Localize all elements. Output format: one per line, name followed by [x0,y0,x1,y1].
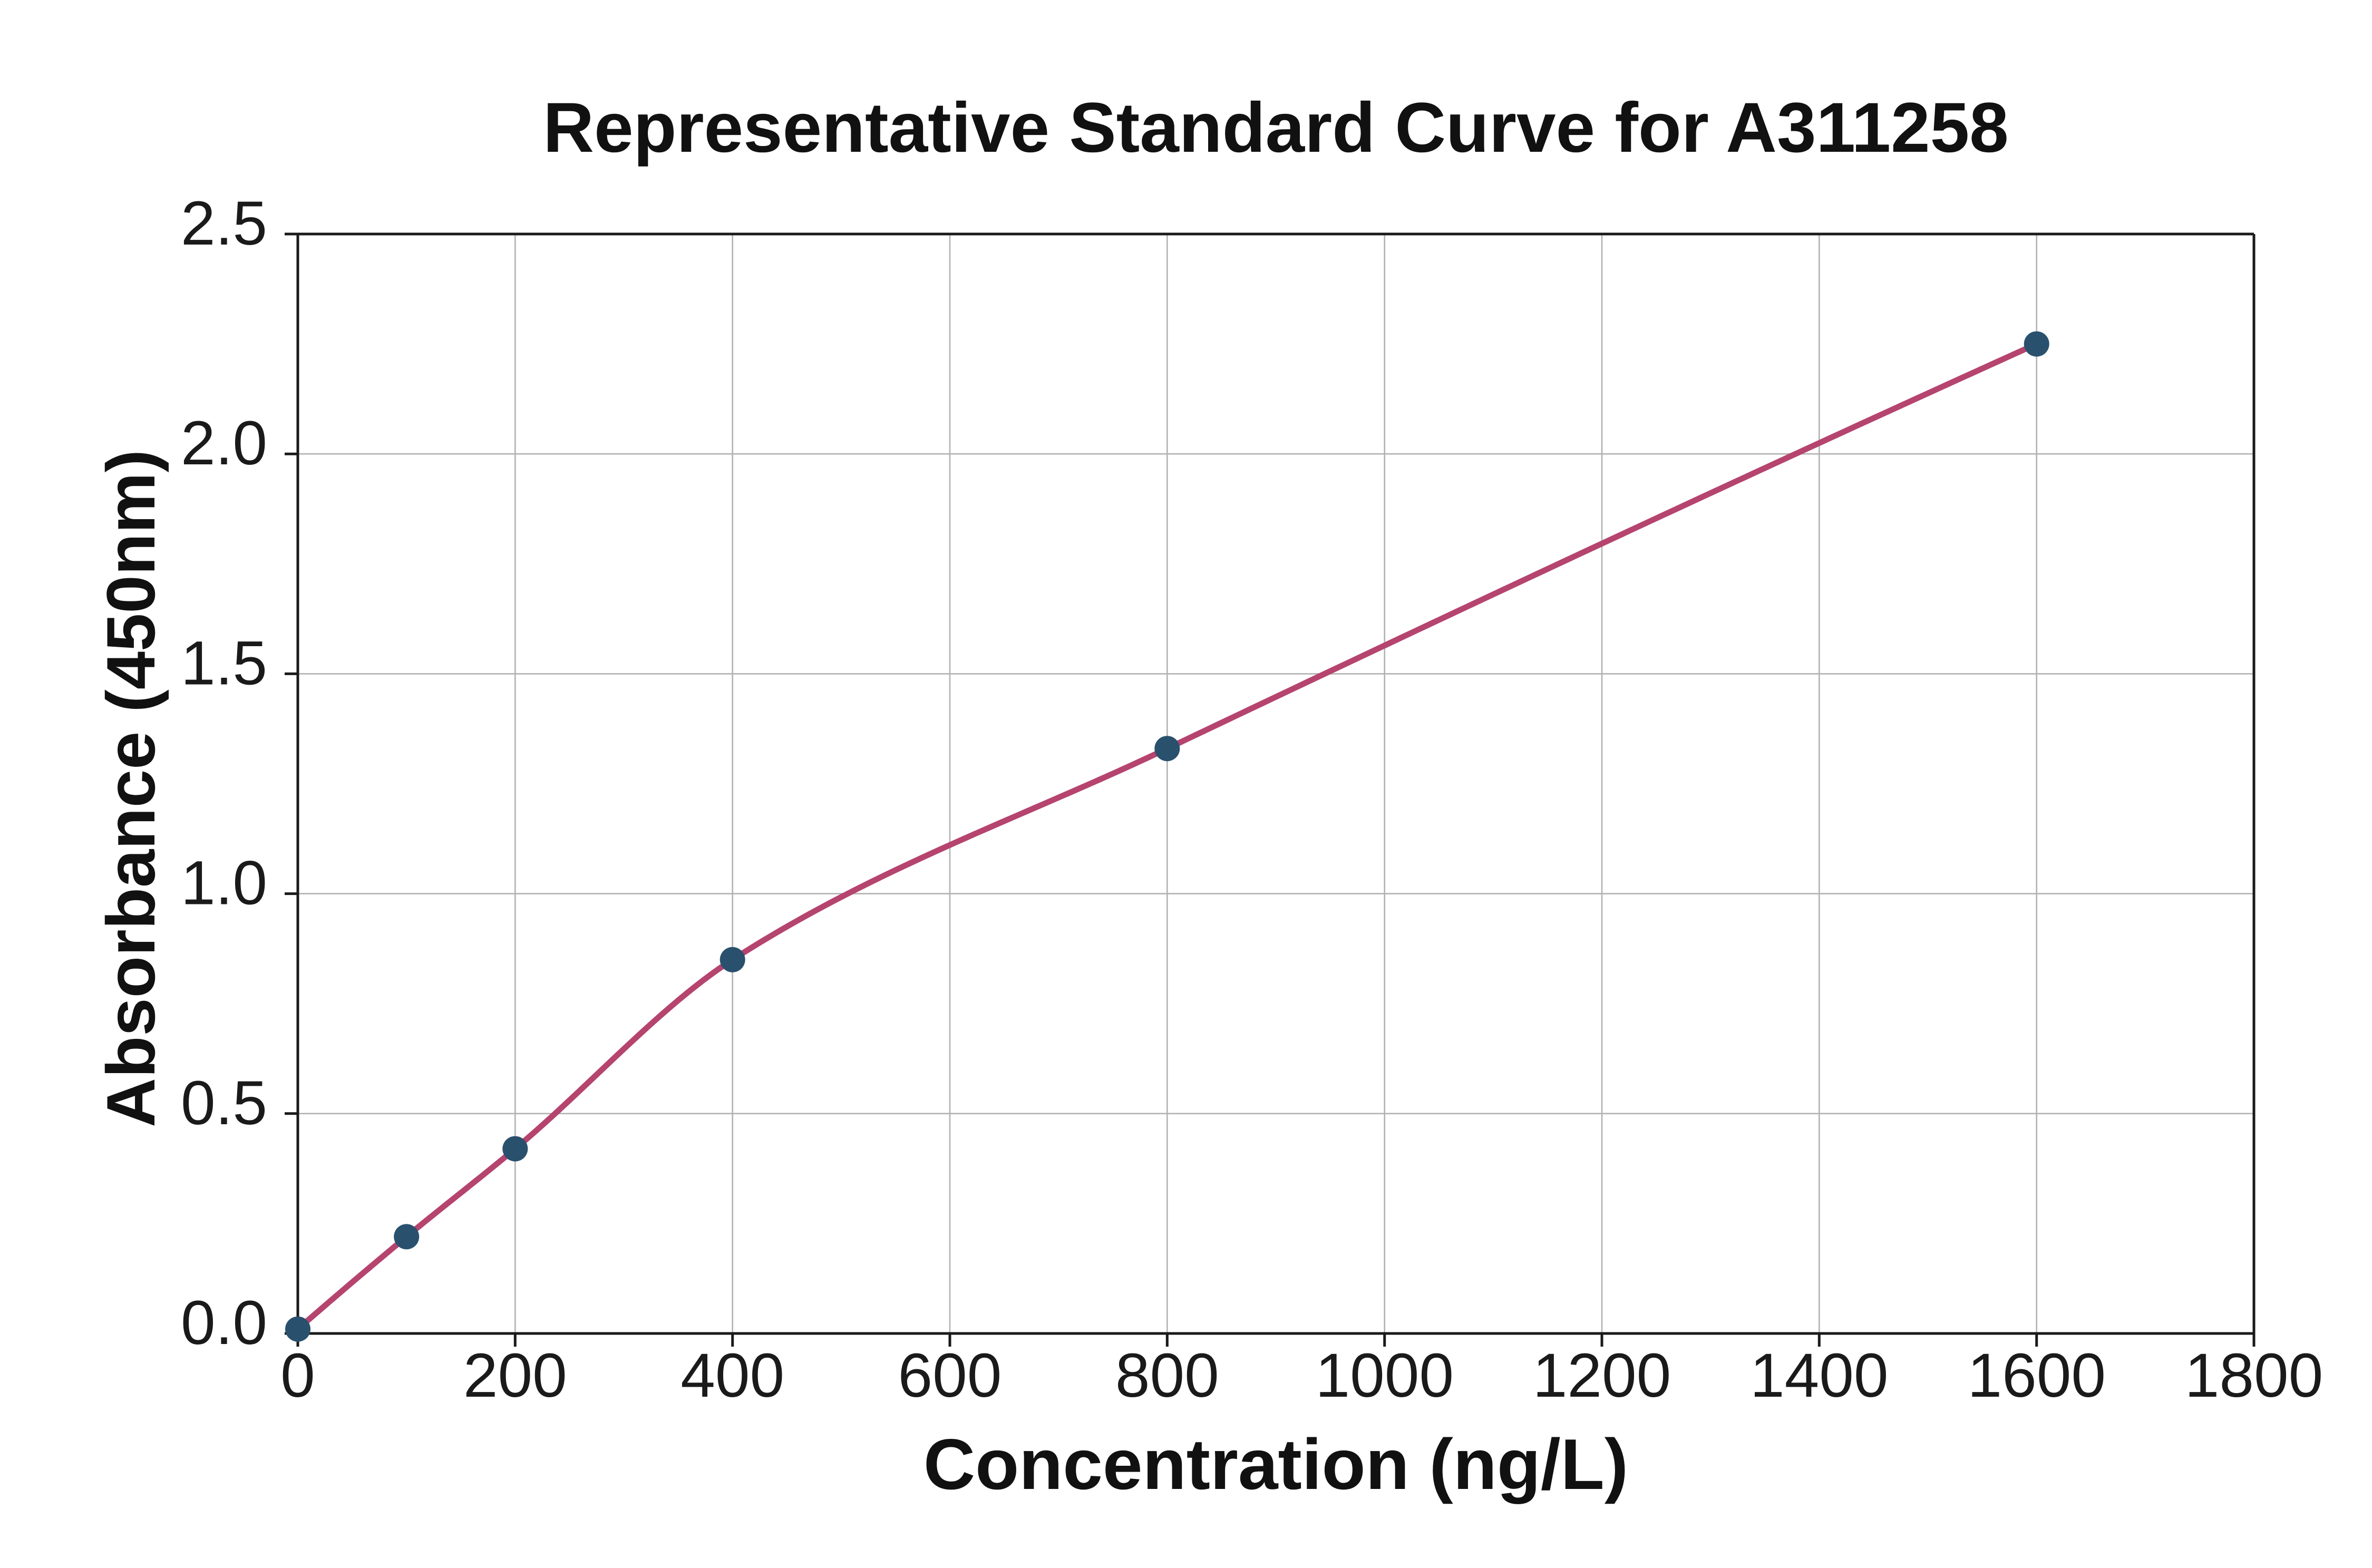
svg-text:400: 400 [681,1341,784,1410]
svg-text:200: 200 [463,1341,567,1410]
svg-text:1800: 1800 [2185,1341,2324,1410]
svg-text:0.5: 0.5 [181,1068,267,1138]
svg-text:1200: 1200 [1533,1341,1671,1410]
svg-text:1600: 1600 [1967,1341,2106,1410]
svg-text:0.0: 0.0 [181,1288,267,1358]
svg-text:600: 600 [898,1341,1002,1410]
svg-text:2.5: 2.5 [181,189,267,258]
svg-text:2.0: 2.0 [181,408,267,478]
svg-text:1000: 1000 [1315,1341,1454,1410]
svg-text:1400: 1400 [1750,1341,1889,1410]
svg-text:1.5: 1.5 [181,628,267,698]
svg-text:1.0: 1.0 [181,849,267,918]
svg-text:0: 0 [280,1341,315,1410]
svg-text:800: 800 [1115,1341,1219,1410]
